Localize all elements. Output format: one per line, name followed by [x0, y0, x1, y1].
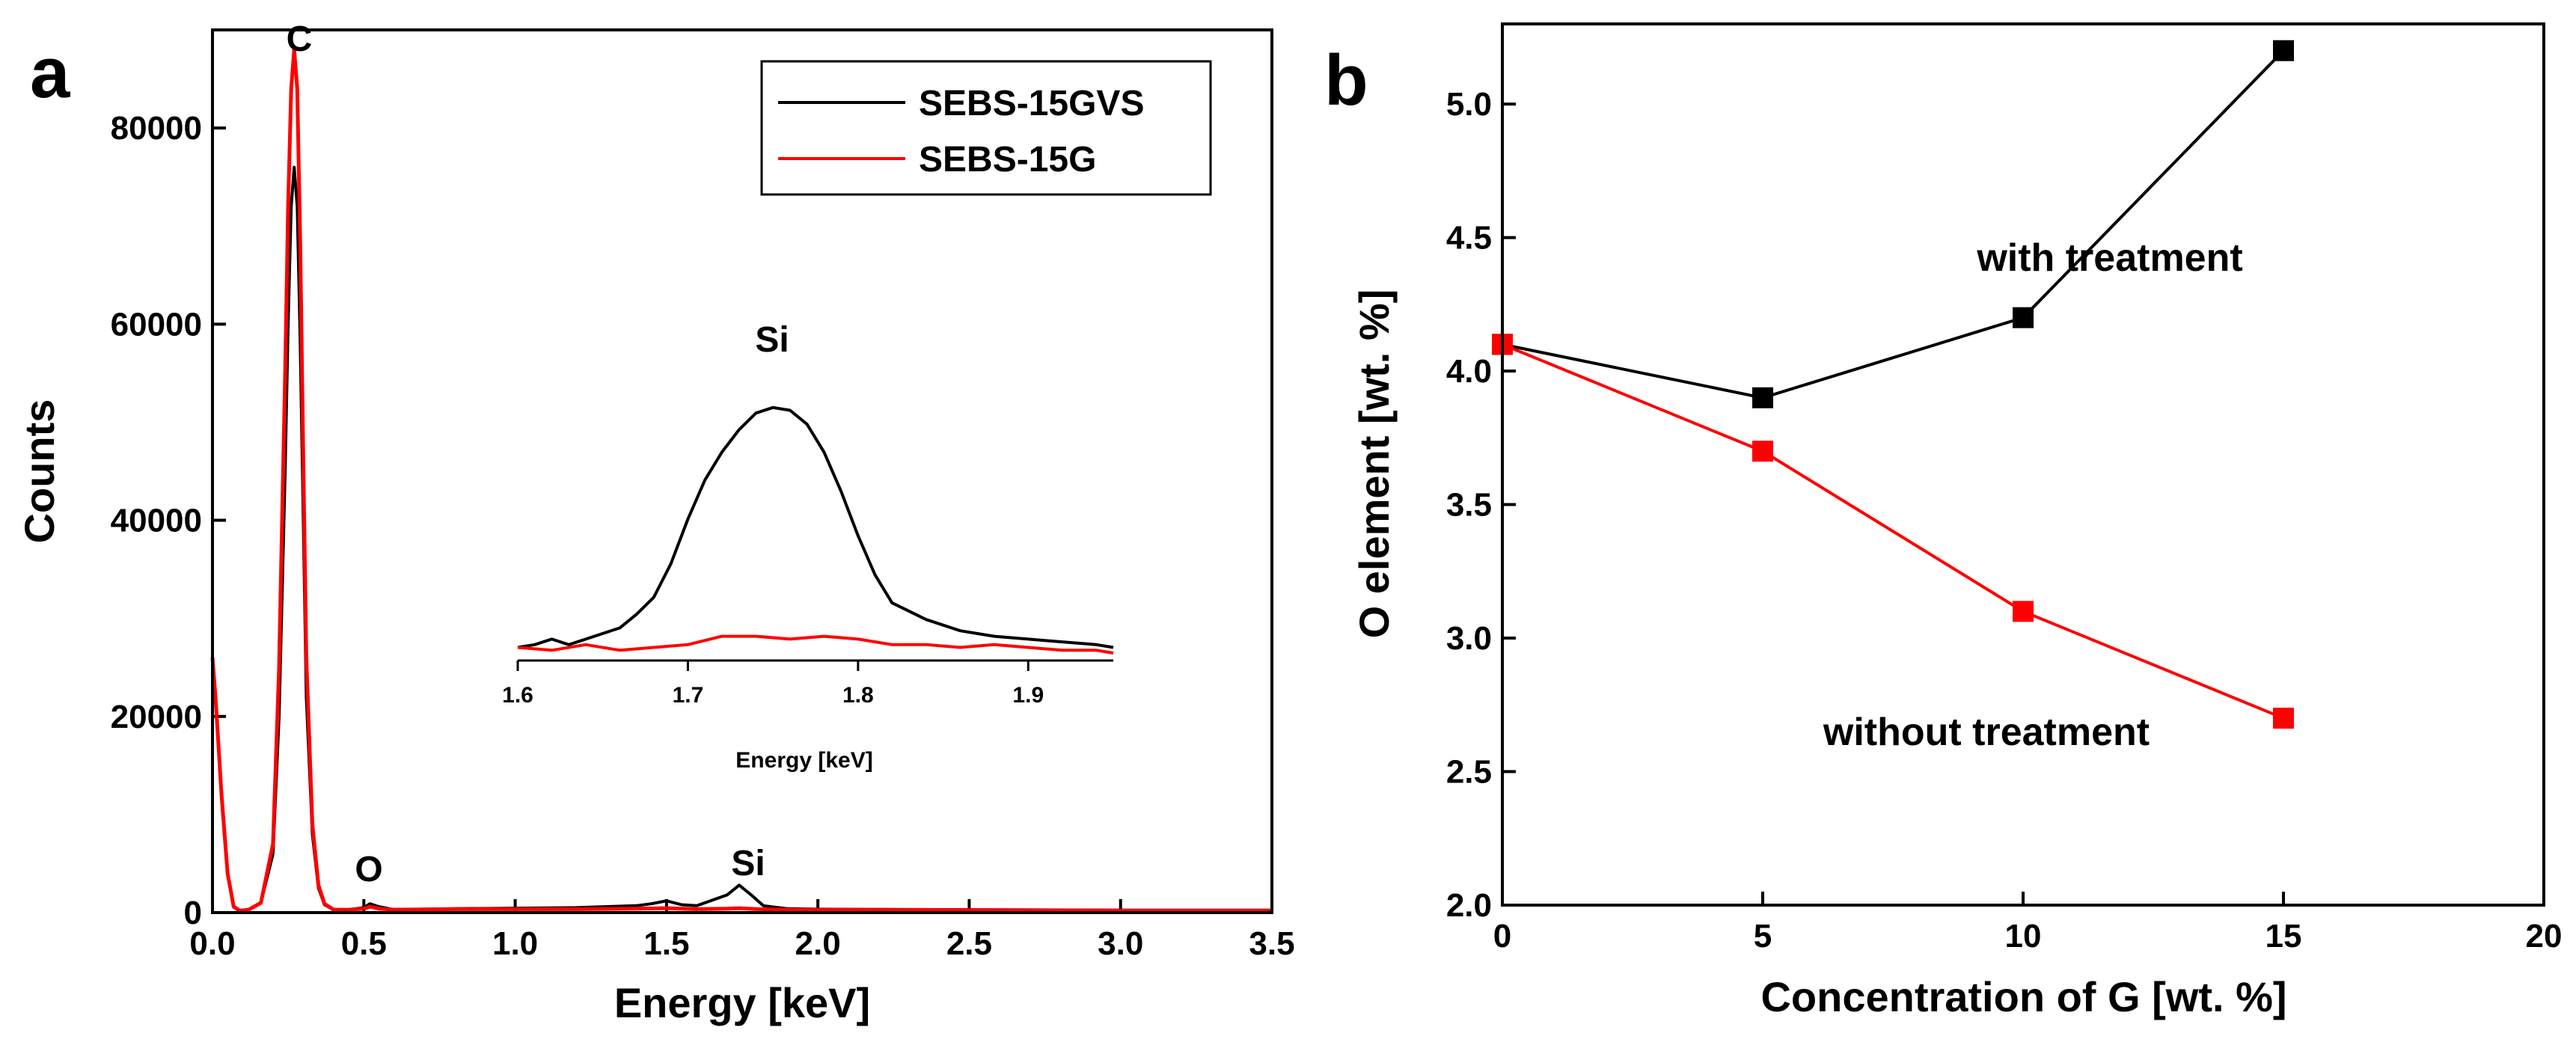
data-point-without-treatment: [2013, 601, 2034, 622]
series-line-with-treatment: [1502, 49, 2285, 399]
panel-a-y-tick-label: 40000: [111, 503, 202, 539]
panel-b-ticks: 0 5 10 15 20 2.0 2.5 3.0 3.5 4.0 4.5 5.0: [1446, 86, 2563, 954]
inset-chart: 1.6 1.7 1.8 1.9 Energy [keV] Si: [502, 320, 1114, 773]
panel-a-label: a: [30, 33, 70, 113]
panel-a-x-tick-label: 0.0: [189, 925, 235, 962]
panel-b-y-tick-label: 4.0: [1446, 353, 1492, 390]
panel-b-y-tick-label: 2.0: [1446, 887, 1492, 924]
panel-b-y-tick-label: 2.5: [1446, 754, 1492, 791]
inset-series: [517, 405, 1114, 655]
legend-label-sebs-15gvs: SEBS-15GVS: [919, 84, 1144, 123]
panel-b-y-tick-label: 3.5: [1446, 487, 1492, 524]
panel-a-legend: SEBS-15GVS SEBS-15G: [760, 60, 1212, 196]
panel-a-y-tick-label: 80000: [111, 110, 202, 147]
panel-a-ticks: 0.0 0.5 1.0 1.5 2.0 2.5 3.0 3.5 0 20000 40000 60000…: [111, 110, 1295, 962]
panel-b-label: b: [1324, 40, 1368, 120]
panel-b-y-axis-title: O element [wt. %]: [1350, 289, 1398, 639]
legend-label-sebs-15g: SEBS-15G: [919, 140, 1096, 180]
series-label-without-treatment: without treatment: [1823, 711, 2150, 754]
panel-b-x-tick-label: 10: [2005, 918, 2042, 954]
panel-b-x-tick-label: 15: [2266, 918, 2302, 954]
data-point-with-treatment: [1752, 387, 1773, 408]
data-point-without-treatment: [1752, 441, 1773, 462]
panel-b-x-tick-label: 20: [2526, 918, 2563, 954]
inset-x-tick-label: 1.9: [1012, 683, 1044, 708]
data-point-with-treatment: [2273, 40, 2294, 61]
panel-a-y-tick-label: 0: [184, 895, 202, 931]
panel-b-frame: [1501, 22, 2545, 907]
panel-a-x-tick-label: 1.0: [492, 925, 538, 962]
inset-x-tick-label: 1.6: [502, 683, 533, 708]
peak-label-si: Si: [731, 844, 765, 883]
panel-a-frame: [211, 28, 1273, 914]
peak-label-o: O: [355, 850, 382, 889]
panel-a: a 0.0 0.5 1.0 1.5 2.0 2.5 3.0 3.5 0 20000 40000 600…: [16, 19, 1295, 1026]
panel-b-series: [1492, 40, 2294, 729]
legend-box: [760, 60, 1212, 196]
panel-a-x-tick-label: 1.5: [643, 925, 689, 962]
peak-label-c: C: [287, 19, 313, 59]
data-point-without-treatment: [2273, 708, 2294, 729]
panel-a-x-tick-label: 2.0: [795, 925, 841, 962]
series-line-sebs-15gvs: [211, 165, 1272, 913]
panel-a-x-tick-label: 2.5: [946, 925, 992, 962]
panel-b-x-tick-label: 0: [1493, 918, 1511, 954]
data-point-with-treatment: [2013, 307, 2034, 328]
panel-b-x-axis-title: Concentration of G [wt. %]: [1760, 973, 2286, 1020]
series-line-sebs-15g: [210, 47, 1272, 913]
inset-x-axis-title: Energy [keV]: [735, 748, 872, 773]
panel-a-x-tick-label: 0.5: [341, 925, 387, 962]
series-label-with-treatment: with treatment: [1976, 236, 2242, 280]
inset-series-line-sebs-15gvs: [517, 405, 1114, 649]
inset-peak-label-si: Si: [755, 320, 789, 360]
panel-a-y-tick-label: 60000: [111, 306, 202, 343]
panel-b-y-tick-label: 3.0: [1446, 620, 1492, 657]
inset-series-line-sebs-15g: [517, 634, 1114, 655]
inset-x-tick-label: 1.8: [842, 683, 874, 708]
panel-a-x-tick-label: 3.0: [1098, 925, 1143, 962]
panel-a-y-tick-label: 20000: [111, 699, 202, 735]
panel-b: b 0 5 10 15 20 2.0 2.5 3.0 3.5 4.0 4.5 5.0 Concentr…: [1324, 22, 2563, 1020]
panel-a-x-axis-title: Energy [keV]: [614, 979, 870, 1026]
panel-b-y-tick-label: 5.0: [1446, 86, 1492, 123]
panel-a-y-axis-title: Counts: [16, 399, 63, 544]
panel-b-x-tick-label: 5: [1754, 918, 1772, 954]
panel-a-x-tick-label: 3.5: [1249, 925, 1294, 962]
series-line-without-treatment: [1502, 343, 2284, 720]
panel-b-y-tick-label: 4.5: [1446, 220, 1492, 257]
inset-ticks: 1.6 1.7 1.8 1.9: [502, 661, 1044, 708]
inset-x-tick-label: 1.7: [673, 683, 704, 708]
panel-a-series: [210, 47, 1272, 913]
